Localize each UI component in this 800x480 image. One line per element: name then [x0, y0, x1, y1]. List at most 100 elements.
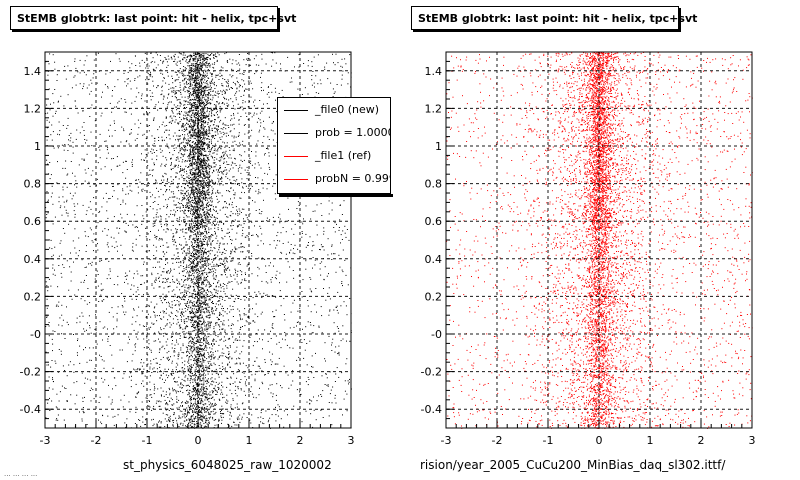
data-point — [180, 192, 182, 194]
data-point — [184, 286, 186, 288]
data-point — [199, 157, 201, 159]
data-point — [181, 384, 183, 386]
data-point — [340, 84, 342, 86]
data-point — [249, 213, 251, 215]
data-point — [220, 331, 222, 333]
data-point — [184, 188, 186, 190]
data-point — [214, 224, 216, 225]
data-point — [130, 288, 132, 290]
data-point — [84, 231, 86, 233]
data-point — [112, 316, 114, 318]
data-point — [243, 71, 245, 73]
data-point — [298, 213, 300, 215]
data-point — [216, 424, 218, 426]
data-point — [211, 186, 213, 188]
data-point — [294, 66, 295, 68]
data-point — [194, 401, 196, 403]
data-point — [123, 373, 125, 375]
data-point — [165, 117, 167, 119]
data-point — [192, 268, 194, 270]
data-point — [165, 116, 167, 118]
data-point — [196, 361, 198, 363]
data-point — [201, 69, 202, 71]
data-point — [199, 213, 201, 215]
data-point — [308, 242, 309, 243]
data-point — [191, 127, 193, 129]
data-point — [212, 310, 214, 312]
data-point — [195, 399, 196, 401]
data-point — [189, 94, 190, 96]
data-point — [116, 227, 118, 229]
data-point — [211, 343, 213, 344]
data-point — [215, 53, 216, 55]
data-point — [172, 281, 174, 283]
data-point — [89, 302, 91, 304]
data-point — [280, 385, 281, 387]
data-point — [174, 121, 176, 123]
data-point — [50, 174, 52, 176]
data-point — [251, 185, 253, 187]
data-point — [201, 233, 203, 235]
data-point — [173, 350, 175, 351]
data-point — [78, 164, 80, 166]
data-point — [217, 96, 219, 98]
data-point — [200, 135, 202, 137]
data-point — [337, 291, 339, 293]
data-point — [298, 356, 300, 358]
data-point — [135, 321, 137, 323]
data-point — [190, 300, 192, 302]
data-point — [186, 413, 188, 415]
data-point — [200, 306, 202, 308]
data-point — [172, 233, 174, 235]
data-point — [200, 65, 202, 67]
data-point — [275, 414, 277, 416]
data-point — [186, 264, 188, 266]
data-point — [75, 105, 77, 107]
data-point — [255, 151, 257, 153]
data-point — [319, 262, 321, 264]
data-point — [245, 385, 247, 387]
data-point — [199, 314, 201, 316]
data-point — [160, 422, 162, 424]
data-point — [156, 315, 158, 317]
data-point — [67, 94, 69, 96]
data-point — [202, 336, 204, 338]
data-point — [220, 109, 222, 111]
data-point — [47, 200, 49, 202]
data-point — [200, 176, 202, 178]
data-point — [220, 285, 222, 287]
data-point — [155, 266, 156, 268]
data-point — [180, 170, 182, 172]
data-point — [217, 282, 218, 284]
data-point — [197, 386, 199, 388]
data-point — [184, 54, 186, 56]
data-point — [188, 197, 189, 199]
data-point — [236, 91, 238, 93]
data-point — [279, 272, 281, 274]
data-point — [181, 148, 183, 150]
data-point — [181, 142, 183, 144]
data-point — [227, 106, 229, 107]
data-point — [196, 364, 198, 366]
data-point — [182, 199, 184, 200]
data-point — [203, 133, 205, 135]
data-point — [203, 196, 205, 198]
data-point — [184, 150, 186, 152]
data-point — [223, 396, 225, 398]
data-point — [206, 272, 208, 274]
data-point — [211, 390, 213, 392]
data-point — [211, 216, 213, 218]
data-point — [187, 412, 189, 413]
data-point — [257, 329, 259, 331]
data-point — [58, 349, 60, 350]
data-point — [297, 88, 299, 90]
data-point — [211, 73, 212, 75]
data-point — [179, 206, 181, 208]
data-point — [192, 91, 194, 93]
data-point — [181, 402, 182, 404]
data-point — [68, 139, 69, 141]
data-point — [156, 150, 158, 151]
data-point — [196, 146, 198, 148]
data-point — [101, 290, 103, 292]
data-point — [268, 92, 270, 93]
